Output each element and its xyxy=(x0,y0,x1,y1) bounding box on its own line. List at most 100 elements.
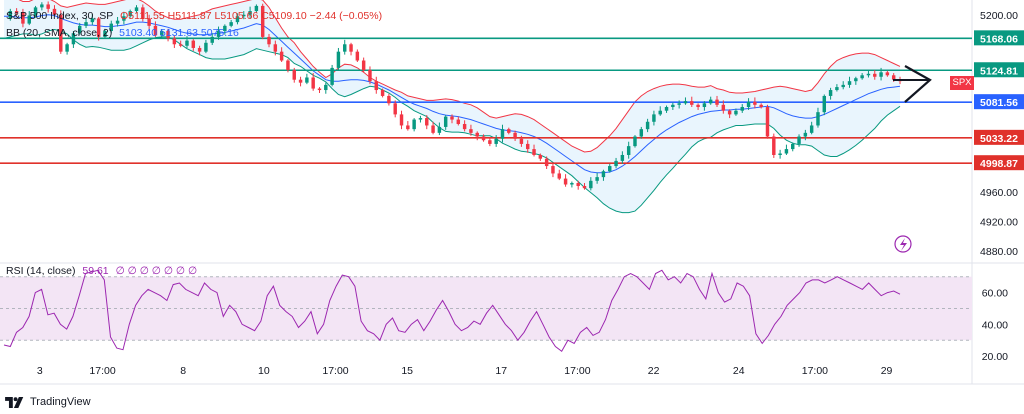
candle-body xyxy=(298,79,303,83)
main-legend: S&P 500 Index, 30, SP O5111.55 H5111.87 … xyxy=(6,10,386,22)
rsi-y-tick-label: 60.00 xyxy=(982,288,1008,300)
candle-body xyxy=(759,104,763,108)
candle-body xyxy=(65,44,69,52)
candle-body xyxy=(349,44,353,52)
candle-body xyxy=(223,25,227,31)
x-tick-label: 17:00 xyxy=(802,365,828,377)
candle-body xyxy=(40,4,44,8)
candle-body xyxy=(664,107,669,111)
candle-body xyxy=(27,15,31,24)
candle-body xyxy=(305,77,309,83)
bb-band-fill xyxy=(4,0,900,213)
candle-body xyxy=(8,11,13,19)
candle-body xyxy=(727,110,732,115)
candle-body xyxy=(658,110,662,115)
candle-body xyxy=(702,103,707,108)
candle-body xyxy=(399,114,404,126)
candle-body xyxy=(885,72,890,76)
bb-values: 5103.40 5131.63 5075.16 xyxy=(119,27,239,39)
candle-body xyxy=(803,132,808,137)
candle-body xyxy=(166,30,170,39)
level-price-tag xyxy=(974,62,1024,78)
y-tick-label: 4920.00 xyxy=(980,216,1018,228)
candle-body xyxy=(431,125,435,133)
candle-body xyxy=(822,95,827,113)
candle-body xyxy=(879,72,883,77)
candle-body xyxy=(835,87,839,91)
bb-upper-line xyxy=(18,0,901,153)
tradingview-logo: TradingView xyxy=(5,396,91,408)
candle-body xyxy=(311,77,315,89)
candle-body xyxy=(210,36,214,43)
candle-body xyxy=(267,36,271,45)
rsi-value: 59.61 xyxy=(82,265,109,277)
x-tick-label: 29 xyxy=(881,365,893,377)
candle-body xyxy=(355,51,360,61)
candle-body xyxy=(450,116,454,120)
candle-body xyxy=(90,18,95,23)
candle-body xyxy=(197,47,202,52)
candle-body xyxy=(115,20,120,24)
candle-body xyxy=(324,84,328,91)
candle-body xyxy=(500,129,505,139)
candle-body xyxy=(122,16,126,21)
rsi-line xyxy=(3,269,901,353)
candle-body xyxy=(425,118,429,126)
bb-label[interactable]: BB (20, SMA, close, 2) xyxy=(6,27,113,39)
candle-body xyxy=(317,88,322,91)
candle-body xyxy=(576,183,580,186)
candle-body xyxy=(828,90,833,96)
candle-body xyxy=(96,18,101,37)
symbol-tag: SPX xyxy=(950,76,974,90)
candle-body xyxy=(753,101,757,105)
candle-body xyxy=(639,129,644,137)
candle-body xyxy=(475,132,479,137)
candle-body xyxy=(134,7,139,12)
candle-body xyxy=(406,125,410,130)
candle-body xyxy=(507,129,511,133)
candle-body xyxy=(191,40,196,48)
candle-body xyxy=(519,138,524,144)
level-price-label: 5124.81 xyxy=(980,65,1018,77)
candle-body xyxy=(418,118,423,120)
candle-body xyxy=(147,18,151,26)
candle-body xyxy=(734,110,738,115)
candle-body xyxy=(456,119,461,124)
level-price-tag xyxy=(974,129,1024,145)
candle-body xyxy=(866,73,871,76)
candle-body xyxy=(633,136,637,147)
candle-body xyxy=(141,7,145,19)
candle-body xyxy=(582,185,587,189)
candle-body xyxy=(765,107,770,137)
candle-body xyxy=(620,154,625,161)
candle-body xyxy=(847,81,852,85)
rsi-label[interactable]: RSI (14, close) xyxy=(6,265,76,277)
rsi-legend: RSI (14, close) 59.61 ∅ ∅ ∅ ∅ ∅ ∅ ∅ xyxy=(6,265,201,277)
candle-body xyxy=(513,132,517,139)
candle-body xyxy=(614,160,618,167)
candle-body xyxy=(873,73,877,77)
tradingview-logo-icon xyxy=(5,396,24,408)
candle-body xyxy=(721,104,726,111)
candle-body xyxy=(412,119,416,130)
candle-body xyxy=(248,11,252,15)
level-price-tag xyxy=(974,155,1024,171)
candle-body xyxy=(683,101,688,104)
candle-body xyxy=(696,104,700,108)
candle-body xyxy=(71,33,76,45)
candle-body xyxy=(229,22,233,26)
candle-body xyxy=(178,44,183,46)
candle-body xyxy=(235,16,240,23)
candle-body xyxy=(380,90,385,96)
candle-body xyxy=(809,125,814,133)
candle-body xyxy=(677,103,681,105)
candle-body xyxy=(462,123,467,130)
level-price-tag xyxy=(974,94,1024,110)
candle-body xyxy=(854,78,858,82)
candle-body xyxy=(361,60,366,71)
level-price-label: 5081.56 xyxy=(980,97,1018,109)
symbol-label[interactable]: S&P 500 Index, 30, SP xyxy=(6,10,114,22)
candle-body xyxy=(216,30,221,37)
candle-body xyxy=(469,129,473,133)
